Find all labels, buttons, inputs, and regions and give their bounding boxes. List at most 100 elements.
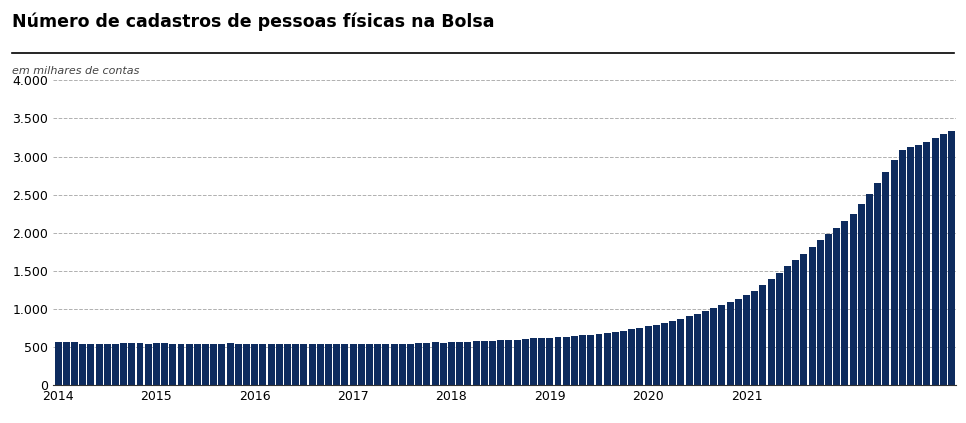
Bar <box>423 343 431 385</box>
Bar <box>530 338 537 385</box>
Bar <box>611 332 619 385</box>
Bar <box>866 194 873 385</box>
Bar <box>145 343 152 385</box>
Bar <box>489 341 496 385</box>
Bar <box>563 337 570 385</box>
Bar <box>465 342 471 385</box>
Bar <box>694 314 700 385</box>
Bar <box>841 221 848 385</box>
Bar <box>768 279 775 385</box>
Bar <box>300 344 307 385</box>
Bar <box>637 328 643 385</box>
Bar <box>161 343 168 385</box>
Bar <box>79 344 86 385</box>
Bar <box>407 343 414 385</box>
Bar <box>251 343 258 385</box>
Bar <box>415 343 422 385</box>
Bar <box>202 344 209 385</box>
Bar <box>752 291 758 385</box>
Bar <box>677 319 685 385</box>
Bar <box>497 341 504 385</box>
Bar <box>309 344 316 385</box>
Bar <box>153 343 160 385</box>
Bar <box>595 334 603 385</box>
Bar <box>194 344 201 385</box>
Bar <box>915 145 923 385</box>
Bar <box>891 159 897 385</box>
Bar <box>834 228 840 385</box>
Bar <box>571 336 578 385</box>
Bar <box>390 344 398 385</box>
Bar <box>620 331 627 385</box>
Text: Número de cadastros de pessoas físicas na Bolsa: Número de cadastros de pessoas físicas n… <box>12 13 494 31</box>
Bar <box>136 343 144 385</box>
Bar <box>644 326 652 385</box>
Bar <box>719 305 725 385</box>
Bar <box>858 204 865 385</box>
Bar <box>898 151 906 385</box>
Bar <box>784 266 791 385</box>
Bar <box>702 311 709 385</box>
Bar <box>948 131 955 385</box>
Bar <box>178 344 185 385</box>
Bar <box>357 344 365 385</box>
Bar <box>96 344 102 385</box>
Text: em milhares de contas: em milhares de contas <box>12 66 139 76</box>
Bar <box>472 341 479 385</box>
Bar <box>710 308 717 385</box>
Bar <box>325 343 332 385</box>
Bar <box>604 333 611 385</box>
Bar <box>440 343 446 385</box>
Bar <box>686 316 693 385</box>
Bar <box>374 344 382 385</box>
Bar <box>112 344 119 385</box>
Bar <box>63 342 70 385</box>
Bar <box>776 273 782 385</box>
Bar <box>432 343 439 385</box>
Bar <box>128 343 135 385</box>
Bar <box>874 183 881 385</box>
Bar <box>211 344 217 385</box>
Bar <box>587 335 594 385</box>
Bar <box>54 342 62 385</box>
Bar <box>235 343 242 385</box>
Bar <box>931 138 939 385</box>
Bar <box>399 344 406 385</box>
Bar <box>505 340 512 385</box>
Bar <box>218 343 225 385</box>
Bar <box>514 340 521 385</box>
Bar <box>907 147 914 385</box>
Bar <box>923 142 930 385</box>
Bar <box>628 330 636 385</box>
Bar <box>809 247 815 385</box>
Bar <box>293 344 299 385</box>
Bar <box>735 299 742 385</box>
Bar <box>579 335 586 385</box>
Bar <box>653 325 660 385</box>
Bar <box>882 172 890 385</box>
Bar <box>317 344 324 385</box>
Bar <box>940 134 947 385</box>
Bar <box>284 344 291 385</box>
Bar <box>243 344 250 385</box>
Bar <box>120 343 128 385</box>
Bar <box>817 239 824 385</box>
Bar <box>87 344 95 385</box>
Bar <box>71 343 78 385</box>
Bar <box>350 344 356 385</box>
Bar <box>726 302 733 385</box>
Bar <box>366 344 373 385</box>
Bar <box>522 339 528 385</box>
Bar <box>268 344 274 385</box>
Bar <box>849 214 857 385</box>
Bar <box>333 344 340 385</box>
Bar <box>341 344 349 385</box>
Bar <box>743 295 750 385</box>
Bar <box>227 343 234 385</box>
Bar <box>759 285 766 385</box>
Bar <box>661 323 668 385</box>
Bar <box>801 254 808 385</box>
Bar <box>456 342 463 385</box>
Bar <box>554 337 561 385</box>
Bar <box>185 344 192 385</box>
